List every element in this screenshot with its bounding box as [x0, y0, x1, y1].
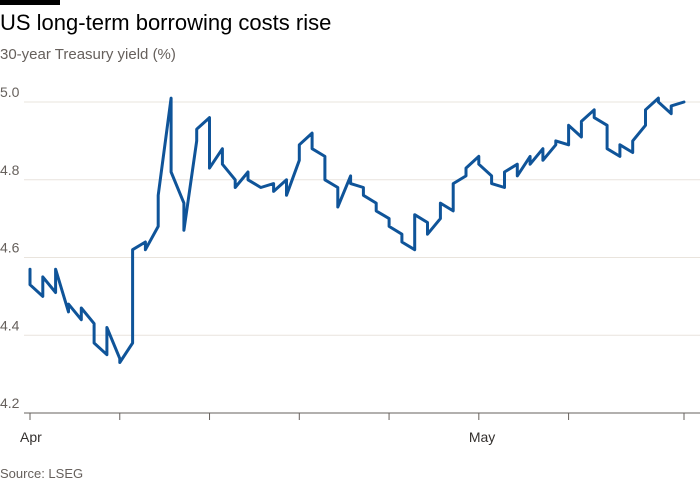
grid-layer	[24, 101, 700, 414]
y-tick-label: 4.2	[0, 395, 20, 411]
y-tick-label: 4.4	[0, 317, 20, 333]
x-axis: Apr May	[20, 413, 685, 445]
top-rule	[0, 0, 60, 5]
y-axis: 4.2 4.4 4.6 4.8 5.0	[0, 84, 20, 411]
y-tick-label: 5.0	[0, 84, 20, 100]
chart-subtitle: 30-year Treasury yield (%)	[0, 46, 176, 63]
series-layer	[28, 96, 686, 364]
chart-title: US long-term borrowing costs rise	[0, 10, 332, 35]
x-tick-label: Apr	[20, 429, 42, 445]
source-note: Source: LSEG	[0, 466, 84, 481]
series-line	[28, 96, 686, 364]
x-tick-label: May	[469, 429, 495, 445]
y-tick-label: 4.8	[0, 162, 20, 178]
y-tick-label: 4.6	[0, 240, 20, 256]
